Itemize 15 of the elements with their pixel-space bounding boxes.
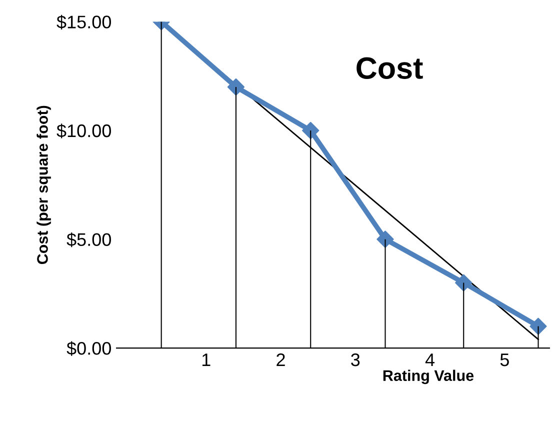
point: [302, 122, 320, 140]
x-tick-label: 4: [425, 354, 435, 366]
y-tick-label: $5.00: [66, 232, 111, 248]
y-tick-label: $10.00: [56, 124, 111, 138]
y-tick-label: $0.00: [66, 341, 111, 356]
x-axis-title: Rating Value: [383, 370, 474, 384]
x-tick-label: 3: [351, 353, 360, 366]
point: [227, 78, 245, 96]
x-tick-label: 1: [202, 354, 210, 366]
y-tick-label: $15.00: [56, 14, 111, 30]
text: Cost: [356, 57, 423, 79]
x-tick-label: 5: [500, 354, 509, 366]
y-axis-title: Cost (per square foot): [36, 106, 51, 264]
x-tick-label: 2: [276, 353, 285, 366]
point: [455, 274, 472, 292]
